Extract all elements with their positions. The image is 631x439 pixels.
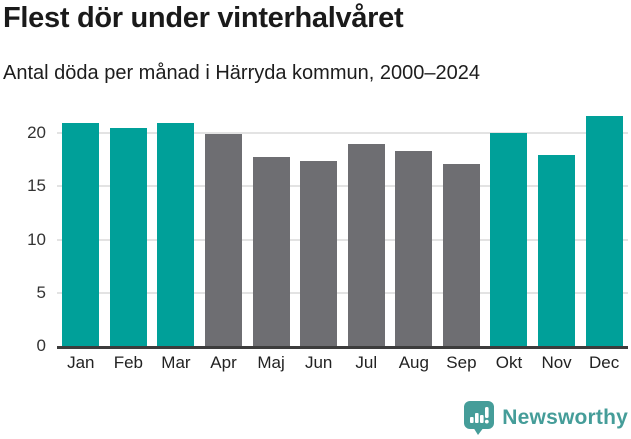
- x-axis-line: [57, 346, 628, 349]
- x-tick-label-jan: Jan: [67, 353, 95, 372]
- y-tick-label-10: 10: [27, 229, 46, 249]
- bar-chart-speech-bubble-icon: [464, 401, 495, 435]
- x-tick-label-aug: Aug: [398, 353, 429, 372]
- bar-jul: [347, 143, 385, 346]
- y-tick-label-15: 15: [27, 176, 46, 196]
- newsworthy-logo: Newsworthy: [463, 400, 628, 436]
- plot-area: [57, 112, 628, 346]
- bar-sep: [442, 164, 480, 346]
- x-tick-label-apr: Apr: [210, 353, 237, 372]
- bar-mar: [157, 122, 195, 346]
- bar-jun: [300, 160, 338, 346]
- x-tick-label-okt: Okt: [495, 353, 523, 372]
- x-tick-label-mar: Mar: [161, 353, 191, 372]
- bar-aug: [395, 151, 433, 346]
- x-tick-label-jun: Jun: [304, 353, 333, 372]
- x-tick-label-jul: Jul: [355, 353, 378, 372]
- x-axis-labels: Jan Feb Mar Apr Maj Jun Jul Aug Sep Okt Nov Dec: [57, 352, 628, 374]
- page-title: Flest dör under vinterhalvåret: [3, 2, 404, 34]
- y-tick-label-0: 0: [36, 336, 46, 355]
- x-tick-label-dec: Dec: [589, 353, 620, 372]
- bar-jan: [62, 122, 100, 346]
- y-tick-label-5: 5: [36, 282, 46, 302]
- bar-chart: 0 5 10 15 20 Jan Feb Mar Apr Maj Jun Jul Aug Sep Okt N…: [0, 112, 631, 392]
- bars-container: [57, 112, 628, 346]
- y-axis: 0 5 10 15 20: [0, 112, 46, 355]
- x-tick-label-maj: Maj: [257, 353, 285, 372]
- gridline-15: [57, 185, 628, 188]
- gridline-20: [57, 132, 628, 135]
- chart-subtitle: Antal döda per månad i Härryda kommun, 2…: [3, 62, 480, 84]
- gridline-5: [57, 291, 628, 294]
- bar-nov: [538, 154, 576, 346]
- gridline-10: [57, 238, 628, 241]
- x-tick-label-feb: Feb: [113, 353, 144, 372]
- bar-maj: [252, 156, 290, 346]
- y-tick-label-20: 20: [27, 123, 46, 143]
- brand-name: Newsworthy: [502, 406, 628, 429]
- bar-dec: [585, 116, 623, 346]
- bar-apr: [205, 134, 243, 346]
- bar-okt: [490, 133, 528, 346]
- x-tick-label-sep: Sep: [446, 353, 477, 372]
- x-tick-label-nov: Nov: [541, 353, 572, 372]
- bar-feb: [109, 127, 147, 346]
